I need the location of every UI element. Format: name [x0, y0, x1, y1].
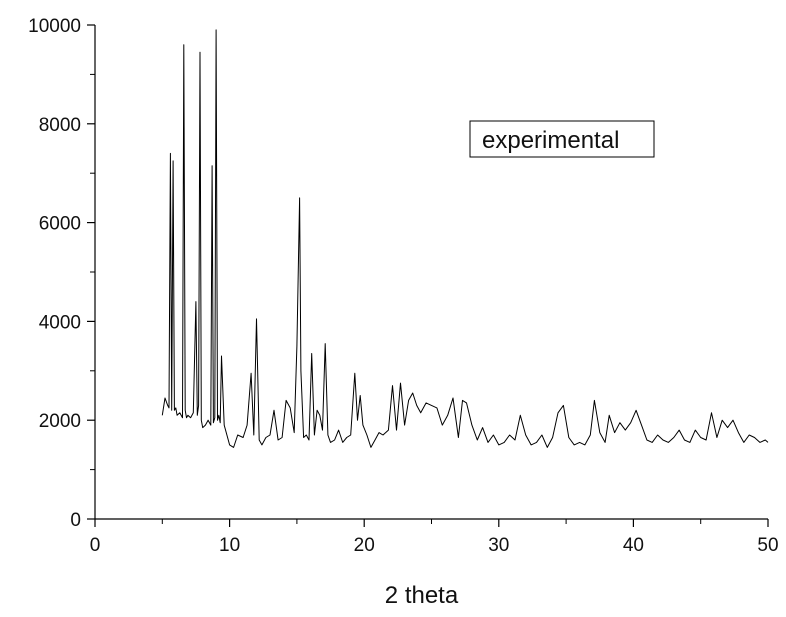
x-tick-label: 30 [488, 535, 509, 556]
legend: experimental [469, 120, 655, 158]
y-tick-label: 10000 [28, 16, 81, 37]
y-tick-label: 2000 [39, 411, 81, 432]
x-tick-label: 0 [90, 535, 101, 556]
series-line-experimental [161, 29, 769, 448]
y-tick-label: 4000 [39, 312, 81, 333]
legend-entry-experimental: experimental [482, 127, 619, 154]
x-tick-label: 40 [623, 535, 644, 556]
legend-box [469, 120, 655, 158]
y-axis-ticks: 0 2000 4000 6000 8000 10000 [28, 16, 95, 531]
x-tick-label: 10 [219, 535, 240, 556]
y-tick-label: 6000 [39, 214, 81, 235]
x-tick-label: 20 [354, 535, 375, 556]
y-tick-label: 0 [70, 510, 81, 531]
x-tick-label: 50 [757, 535, 778, 556]
axes [94, 25, 768, 520]
series-layer [161, 29, 769, 448]
x-axis-title: 2 theta [385, 582, 459, 609]
y-tick-label: 8000 [39, 115, 81, 136]
x-axis-ticks: 0 10 20 30 40 50 [90, 519, 779, 556]
